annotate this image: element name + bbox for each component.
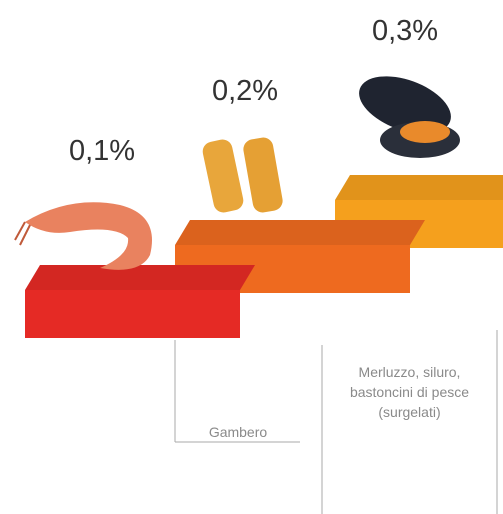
value-label: 0,1% — [69, 135, 135, 167]
step-front — [25, 290, 240, 338]
shrimp-icon — [14, 202, 152, 270]
category-label: Gambero — [208, 424, 268, 440]
mussel-icon — [359, 76, 460, 158]
fish-sticks-icon — [202, 137, 283, 213]
value-label: 0,3% — [372, 15, 438, 47]
step-top — [175, 220, 425, 245]
value-label: 0,2% — [212, 75, 278, 107]
leader-lines — [174, 330, 498, 514]
step-top — [25, 265, 255, 290]
icons — [14, 76, 460, 270]
category-label: Merluzzo, siluro, bastoncini di pesce (s… — [349, 364, 470, 420]
step-top — [335, 175, 503, 200]
